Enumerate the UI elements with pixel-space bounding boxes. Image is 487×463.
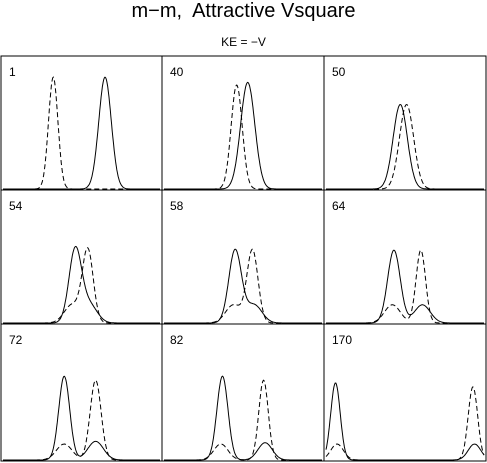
dashed-series-line xyxy=(164,248,322,324)
panel-72: 72 xyxy=(3,333,160,461)
panel-label: 50 xyxy=(332,65,346,79)
panel-label: 58 xyxy=(170,199,184,213)
dashed-series-line xyxy=(3,76,160,190)
panel-label: 54 xyxy=(9,199,23,213)
panel-58: 58 xyxy=(164,199,322,324)
solid-series-line xyxy=(325,382,485,461)
panel-64: 64 xyxy=(326,199,484,324)
chart-subtitle: KE = −V xyxy=(221,35,266,49)
panel-label: 64 xyxy=(332,199,346,213)
panel-label: 170 xyxy=(332,333,352,347)
panel-label: 82 xyxy=(170,333,184,347)
dashed-series-line xyxy=(164,84,322,190)
dashed-series-line xyxy=(326,249,484,324)
solid-series-line xyxy=(326,103,484,190)
dashed-series-line xyxy=(326,104,484,190)
dashed-series-line xyxy=(164,379,322,461)
panel-50: 50 xyxy=(326,65,484,190)
solid-series-line xyxy=(3,245,160,324)
panel-label: 72 xyxy=(9,333,23,347)
panel-1: 1 xyxy=(3,65,160,190)
panel-82: 82 xyxy=(164,333,322,461)
dashed-series-line xyxy=(325,386,485,461)
solid-series-line xyxy=(3,375,160,461)
solid-series-line xyxy=(164,375,322,461)
panel-170: 170 xyxy=(325,333,485,461)
panel-40: 40 xyxy=(164,65,322,190)
panel-label: 1 xyxy=(9,65,16,79)
panel-54: 54 xyxy=(3,199,160,324)
chart-title: m−m, Attractive Vsquare xyxy=(131,0,356,22)
grid-frame xyxy=(0,55,487,462)
dashed-series-line xyxy=(3,379,160,461)
panel-label: 40 xyxy=(170,65,184,79)
solid-series-line xyxy=(164,248,322,324)
dashed-series-line xyxy=(3,247,160,324)
solid-series-line xyxy=(3,76,160,190)
solid-series-line xyxy=(326,249,484,324)
